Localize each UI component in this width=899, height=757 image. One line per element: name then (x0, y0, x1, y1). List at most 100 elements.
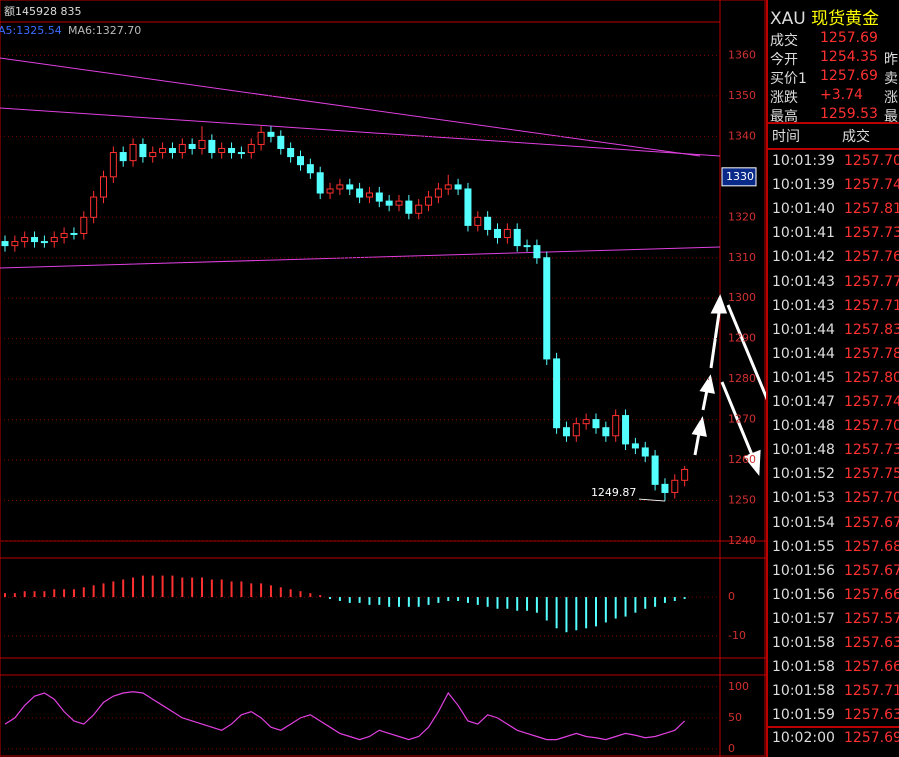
tick-row: 10:01:57 1257.57 (770, 611, 899, 631)
tick-price: 1257.71 (844, 297, 899, 314)
quote-row: 买价1 1257.69 卖 (770, 68, 899, 87)
low-annotation: 1249.87 (591, 486, 637, 499)
tick-time: 10:01:47 (772, 394, 835, 410)
y-tick-label: 1300 (728, 291, 756, 304)
tick-time: 10:01:48 (772, 418, 835, 435)
quote-row: 最高 1259.53 最 (770, 106, 899, 125)
candle-body (70, 232, 78, 235)
candle-body (385, 200, 393, 206)
candle-body (80, 216, 88, 234)
candle-body (375, 192, 383, 202)
candle-body (21, 237, 29, 243)
candle-body (671, 479, 679, 493)
candle-body (405, 200, 413, 214)
tick-row: 10:01:56 1257.67 (770, 563, 899, 583)
tick-price: 1257.73 (844, 225, 899, 242)
tick-price: 1257.78 (844, 345, 899, 362)
candle-body (553, 358, 561, 429)
symbol-code: XAU (770, 9, 806, 29)
candle-body (129, 143, 137, 162)
candle-body (572, 423, 580, 437)
candle-body (415, 204, 423, 214)
y-tick-label: 50 (728, 711, 742, 724)
tick-row: 10:01:44 1257.78 (770, 346, 899, 366)
y-tick-label: 1280 (728, 372, 756, 385)
tick-time: 10:01:43 (772, 273, 835, 290)
candle-body (237, 152, 245, 155)
quote-value: 1259.53 (820, 106, 878, 122)
tick-row: 10:01:45 1257.80 (770, 370, 899, 390)
candle-body (543, 257, 551, 360)
divider (768, 122, 899, 124)
candle-body (316, 172, 324, 194)
candle-body (474, 216, 482, 226)
y-tick-label: 1350 (728, 89, 756, 102)
tick-row: 10:01:48 1257.70 (770, 418, 899, 438)
candle-body (434, 188, 442, 198)
tick-time: 10:01:40 (772, 201, 835, 218)
candle-body (31, 237, 39, 243)
low-pointer (638, 498, 665, 502)
tick-row: 10:01:48 1257.73 (770, 442, 899, 462)
trend-line (0, 57, 701, 157)
candle-body (247, 143, 255, 154)
tick-row: 10:01:58 1257.71 (770, 683, 899, 703)
quote-value: 1257.69 (820, 68, 878, 84)
tick-row: 10:01:58 1257.66 (770, 659, 899, 679)
tick-time: 10:01:55 (772, 538, 835, 555)
frame (0, 0, 766, 757)
quote-value: +3.74 (820, 87, 863, 103)
candle-body (159, 148, 167, 154)
tick-price: 1257.63 (844, 707, 899, 724)
y-tick-label: 1290 (728, 332, 756, 345)
tick-price: 1257.71 (844, 683, 899, 700)
ma6-text: MA6:1327.70 (68, 24, 141, 37)
quote-row: 涨跌 +3.74 涨 (770, 87, 899, 106)
candle-body (513, 228, 521, 247)
tick-price: 1257.74 (844, 177, 899, 194)
candle-body (622, 415, 630, 445)
candle-body (208, 139, 216, 154)
candle-body (90, 196, 98, 218)
quote-extra: 最 (884, 109, 898, 125)
tick-time: 10:01:53 (772, 490, 835, 507)
candle-body (641, 447, 649, 457)
divider (768, 726, 899, 728)
candle-body (523, 245, 531, 248)
volume-text: 额145928 835 (4, 5, 81, 18)
cursor-price: 1330 (726, 170, 754, 183)
y-tick-label: 1360 (728, 48, 756, 61)
candle-body (365, 192, 373, 198)
tick-price: 1257.75 (844, 466, 899, 483)
candle-body (100, 176, 107, 198)
candle-body (139, 143, 147, 158)
quote-extra: 昨 (884, 52, 898, 68)
tick-row: 10:01:39 1257.74 (770, 177, 899, 197)
tick-row: 10:01:54 1257.67 (770, 515, 899, 535)
candle-body (11, 241, 19, 247)
candle-body (267, 131, 275, 137)
quote-value: 1254.35 (820, 49, 878, 65)
y-tick-label: 1270 (728, 413, 756, 426)
tick-row: 10:01:43 1257.71 (770, 298, 899, 318)
tick-row: 10:01:52 1257.75 (770, 466, 899, 486)
tick-price: 1257.70 (844, 153, 899, 169)
trend-line (0, 107, 721, 157)
tick-time: 10:01:57 (772, 610, 835, 627)
candle-body (484, 216, 492, 230)
quote-panel: XAU 现货黄金 成交 1257.69 今开 1254.35 昨买价1 1257.69 卖涨… (766, 0, 899, 757)
k-line (4, 691, 686, 741)
candle-body (454, 184, 462, 190)
candle-body (444, 184, 452, 190)
tick-price: 1257.70 (844, 490, 899, 507)
quote-row: 今开 1254.35 昨 (770, 49, 899, 68)
tick-row: 10:01:56 1257.66 (770, 587, 899, 607)
header-cell: 成交 (842, 129, 870, 145)
tick-time: 10:01:59 (772, 707, 835, 724)
tick-row: 10:01:58 1257.63 (770, 635, 899, 655)
tick-row: 10:01:43 1257.77 (770, 274, 899, 294)
tick-price: 1257.80 (844, 369, 899, 386)
quote-row: 成交 1257.69 (770, 30, 899, 49)
candle-body (346, 184, 354, 190)
tick-time: 10:01:42 (772, 249, 835, 266)
